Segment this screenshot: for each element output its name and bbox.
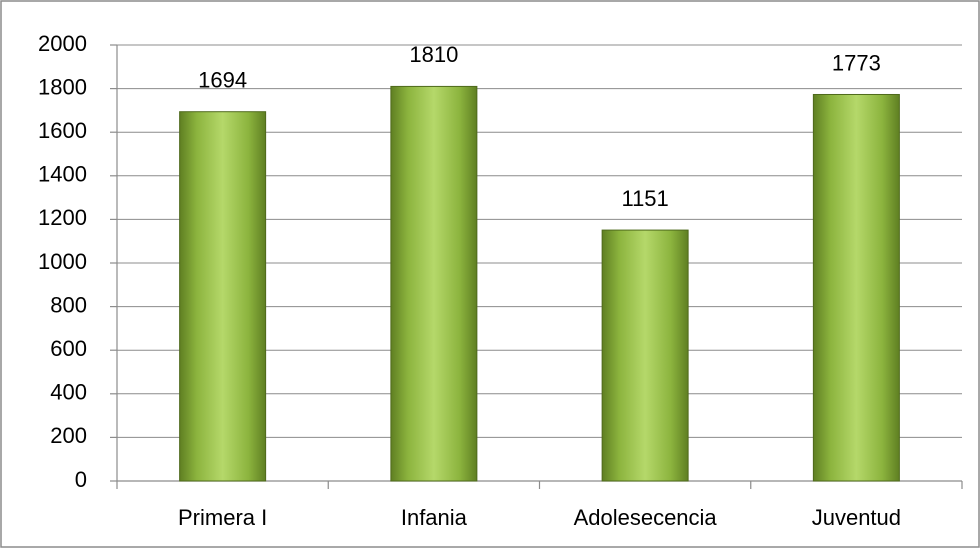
y-tick-label: 1400 — [38, 162, 87, 187]
y-tick-label: 400 — [50, 380, 87, 405]
y-tick-label: 1800 — [38, 74, 87, 99]
y-tick-label: 200 — [50, 423, 87, 448]
y-tick-label: 2000 — [38, 31, 87, 56]
bar — [390, 85, 478, 482]
data-label: 1773 — [832, 50, 881, 75]
x-tick-label: Juventud — [812, 505, 901, 530]
y-tick-label: 1600 — [38, 118, 87, 143]
label-layer: 0 200 400 600 800 1000 1200 1400 1600 1800 2000 Pri… — [38, 31, 901, 530]
x-tick-label: Infania — [401, 505, 468, 530]
bar — [601, 229, 689, 482]
data-label: 1694 — [198, 68, 247, 93]
bar — [812, 93, 900, 482]
y-tick-label: 0 — [75, 467, 87, 492]
x-tick-label: Adolesecencia — [574, 505, 718, 530]
y-tick-label: 1000 — [38, 249, 87, 274]
y-tick-label: 600 — [50, 336, 87, 361]
data-label: 1151 — [621, 186, 668, 211]
y-tick-label: 1200 — [38, 205, 87, 230]
y-tick-label: 800 — [50, 292, 87, 317]
x-tick-label: Primera I — [178, 505, 267, 530]
data-label: 1810 — [409, 42, 458, 67]
bar — [179, 111, 267, 482]
bar-layer — [179, 85, 900, 482]
